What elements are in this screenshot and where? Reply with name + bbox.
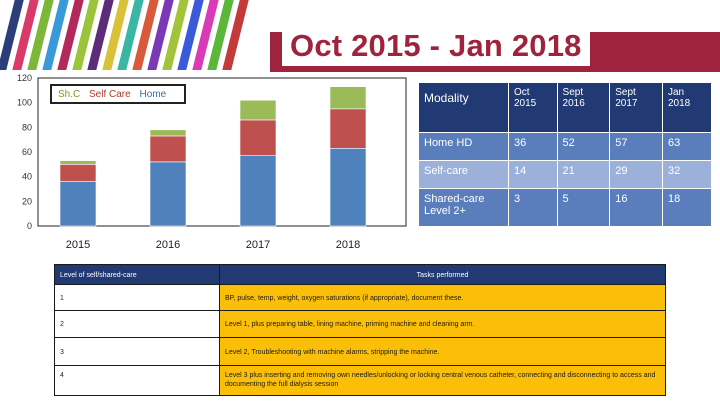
tasks-cell: Level 3 plus inserting and removing own … (219, 365, 666, 396)
value-cell: 16 (609, 188, 663, 227)
modality-name-cell: Self-care (418, 160, 509, 189)
bar-sh-c-2016 (149, 129, 187, 137)
value-cell: 32 (661, 160, 713, 189)
bar-home-2018 (329, 148, 367, 227)
tasks-cell: BP, pulse, temp, weight, oxygen saturati… (219, 284, 666, 311)
bar-self-care-2018 (329, 108, 367, 149)
value-cell: 52 (556, 132, 611, 161)
modality-header-cell: Sept 2017 (609, 82, 663, 133)
legend-label-shc: Sh.C (58, 89, 81, 100)
tasks-header-tasks: Tasks performed (219, 264, 666, 285)
x-category-label: 2018 (336, 239, 360, 251)
tasks-cell: Level 1, plus preparing table, lining ma… (219, 310, 666, 338)
bar-home-2015 (59, 181, 97, 227)
tasks-header-level: Level of self/shared-care (54, 264, 220, 285)
tasks-table: Level of self/shared-care Tasks performe… (54, 264, 666, 396)
modality-header-cell: Sept 2016 (556, 82, 611, 133)
tasks-header-row: Level of self/shared-care Tasks performe… (54, 264, 666, 285)
y-tick-label: 0 (27, 221, 32, 231)
value-cell: 36 (508, 132, 558, 161)
table-row: 4 Level 3 plus inserting and removing ow… (54, 365, 666, 396)
modality-header-row: Modality Oct 2015 Sept 2016 Sept 2017 Ja… (418, 82, 713, 133)
modality-name-cell: Home HD (418, 132, 509, 161)
table-row: Home HD 36 52 57 63 (418, 132, 713, 161)
decorative-stripes (0, 0, 260, 70)
level-cell: 2 (54, 310, 220, 338)
value-cell: 14 (508, 160, 558, 189)
value-cell: 3 (508, 188, 558, 227)
y-tick-label: 40 (22, 172, 32, 182)
level-cell: 4 (54, 365, 220, 396)
bar-self-care-2017 (239, 119, 277, 157)
bar-sh-c-2015 (59, 160, 97, 165)
modality-table: Modality Oct 2015 Sept 2016 Sept 2017 Ja… (418, 82, 713, 227)
value-cell: 63 (661, 132, 713, 161)
table-row: Shared-care Level 2+ 3 5 16 18 (418, 188, 713, 227)
y-tick-label: 120 (17, 74, 32, 83)
x-category-label: 2015 (66, 239, 90, 251)
modality-header-cell: Jan 2018 (661, 82, 713, 133)
value-cell: 18 (661, 188, 713, 227)
y-tick-label: 60 (22, 147, 32, 157)
table-row: Self-care 14 21 29 32 (418, 160, 713, 189)
value-cell: 29 (609, 160, 663, 189)
table-row: 3 Level 2, Troubleshooting with machine … (54, 337, 666, 366)
table-row: 2 Level 1, plus preparing table, lining … (54, 310, 666, 338)
table-row: 1 BP, pulse, temp, weight, oxygen satura… (54, 284, 666, 311)
y-tick-label: 20 (22, 196, 32, 206)
modality-header-cell: Modality (418, 82, 509, 133)
x-category-label: 2016 (156, 239, 180, 251)
value-cell: 5 (556, 188, 611, 227)
level-cell: 1 (54, 284, 220, 311)
modality-header-cell: Oct 2015 (508, 82, 558, 133)
bar-sh-c-2017 (239, 99, 277, 121)
legend-label-home: Home (139, 89, 167, 100)
bar-home-2017 (239, 155, 277, 227)
bar-self-care-2016 (149, 135, 187, 163)
y-tick-label: 80 (22, 122, 32, 132)
bar-home-2016 (149, 161, 187, 227)
value-cell: 21 (556, 160, 611, 189)
page-title: Oct 2015 - Jan 2018 (282, 26, 590, 66)
bar-sh-c-2018 (329, 86, 367, 110)
level-cell: 3 (54, 337, 220, 366)
x-category-label: 2017 (246, 239, 270, 251)
tasks-cell: Level 2, Troubleshooting with machine al… (219, 337, 666, 366)
y-tick-label: 100 (17, 98, 32, 108)
chart-legend: Sh.C Self Care Home (50, 84, 186, 104)
bar-self-care-2015 (59, 164, 97, 182)
value-cell: 57 (609, 132, 663, 161)
modality-name-cell: Shared-care Level 2+ (418, 188, 509, 227)
legend-label-self-care: Self Care (89, 89, 131, 100)
